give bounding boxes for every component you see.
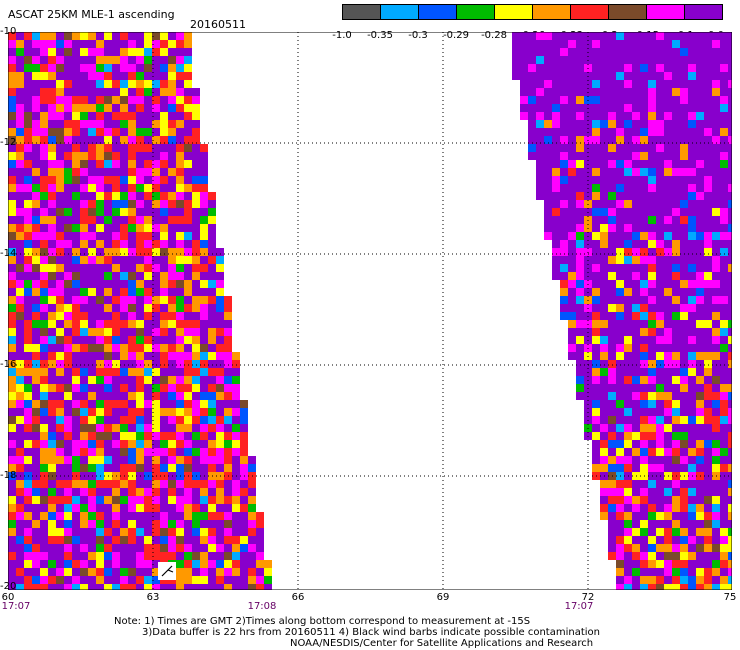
legend-tick-label: -0.28 bbox=[481, 30, 507, 41]
legend-color-box bbox=[532, 4, 571, 20]
legend-tick-label: -0.29 bbox=[443, 30, 469, 41]
lat-label: -18 bbox=[0, 470, 17, 481]
legend-color-box bbox=[494, 4, 533, 20]
lon-label: 66 bbox=[291, 592, 305, 603]
legend-color-box bbox=[380, 4, 419, 20]
lat-label: -14 bbox=[0, 248, 17, 259]
time-label: 17:07 bbox=[564, 601, 594, 612]
legend-color-box bbox=[570, 4, 609, 20]
legend-tick-label: -0.35 bbox=[367, 30, 393, 41]
legend-color-box bbox=[608, 4, 647, 20]
lon-label: 75 bbox=[723, 592, 737, 603]
lon-label: 72 bbox=[581, 592, 595, 603]
lon-label: 60 bbox=[1, 592, 15, 603]
legend-color-box bbox=[342, 4, 381, 20]
lon-label: 69 bbox=[436, 592, 450, 603]
lat-lon-grid bbox=[8, 32, 732, 590]
time-label: 17:08 bbox=[247, 601, 277, 612]
lat-label: -20 bbox=[0, 581, 17, 592]
map-plot bbox=[8, 32, 732, 590]
note-line-2: 3)Data buffer is 22 hrs from 20160511 4)… bbox=[142, 627, 600, 638]
legend-tick-label: -1.0 bbox=[332, 30, 352, 41]
figure-title: ASCAT 25KM MLE-1 ascending bbox=[8, 8, 175, 21]
note-line-1: Note: 1) Times are GMT 2)Times along bot… bbox=[114, 616, 531, 627]
lat-label: -12 bbox=[0, 137, 17, 148]
lat-label: -10 bbox=[0, 26, 17, 37]
lon-label: 63 bbox=[146, 592, 160, 603]
figure-date: 20160511 bbox=[190, 18, 246, 31]
legend-color-box bbox=[418, 4, 457, 20]
legend-tick-label: -0.3 bbox=[408, 30, 428, 41]
legend-color-box bbox=[456, 4, 495, 20]
note-line-3: NOAA/NESDIS/Center for Satellite Applica… bbox=[290, 638, 594, 649]
legend-color-box bbox=[684, 4, 723, 20]
scatterometer-swaths bbox=[8, 32, 732, 590]
lat-label: -16 bbox=[0, 359, 17, 370]
legend-color-box bbox=[646, 4, 685, 20]
time-label: 17:07 bbox=[1, 601, 31, 612]
